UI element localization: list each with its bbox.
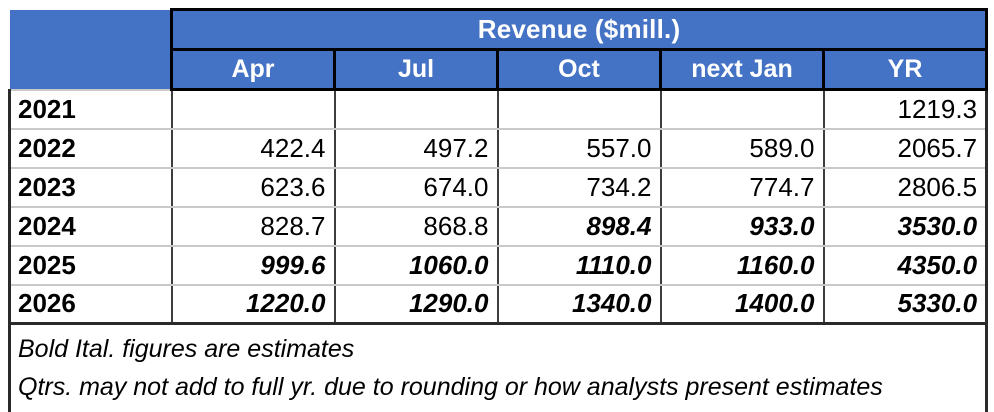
- value-cell: 589.0: [659, 127, 825, 169]
- col-header-oct: Oct: [496, 48, 662, 91]
- value-cell: [496, 88, 662, 130]
- col-header-yr: YR: [821, 48, 989, 91]
- table-title: Revenue ($mill.): [169, 8, 989, 51]
- value-cell: 674.0: [333, 166, 499, 208]
- table-row: 2021 1219.3: [8, 88, 989, 130]
- table-row: 2023 623.6 674.0 734.2 774.7 2806.5: [8, 166, 989, 208]
- value-cell-estimate: 999.6: [170, 244, 336, 286]
- column-header-row: Apr Jul Oct next Jan YR: [10, 48, 989, 91]
- table-body: 2021 1219.3 2022 422.4 497.2 557.0 589.0 2065.7…: [8, 88, 989, 325]
- year-cell: 2025: [8, 244, 173, 286]
- table-row: 2024 828.7 868.8 898.4 933.0 3530.0: [8, 205, 989, 247]
- col-header-jul: Jul: [333, 48, 499, 91]
- value-cell: 497.2: [333, 127, 499, 169]
- value-cell: 1219.3: [822, 88, 989, 130]
- value-cell: 734.2: [496, 166, 662, 208]
- corner-cell: [9, 9, 172, 90]
- value-cell-estimate: 1160.0: [659, 244, 825, 286]
- value-cell: 422.4: [170, 127, 336, 169]
- value-cell-estimate: 1340.0: [496, 283, 662, 325]
- footnote-rounding: Qtrs. may not add to full yr. due to rou…: [18, 373, 883, 401]
- footnote-estimates: Bold Ital. figures are estimates: [18, 335, 355, 363]
- year-cell: 2022: [8, 127, 173, 169]
- year-cell: 2024: [8, 205, 173, 247]
- value-cell-estimate: 933.0: [659, 205, 825, 247]
- footnotes-row: Bold Ital. figures are estimates Qtrs. m…: [7, 322, 989, 412]
- value-cell-estimate: 1110.0: [496, 244, 662, 286]
- table-row: 2022 422.4 497.2 557.0 589.0 2065.7: [8, 127, 989, 169]
- value-cell-estimate: 5330.0: [822, 283, 989, 325]
- revenue-table: Revenue ($mill.) Apr Jul Oct next Jan YR…: [7, 8, 989, 412]
- title-row: Revenue ($mill.): [9, 8, 989, 90]
- value-cell: [170, 88, 336, 130]
- value-cell-estimate: 1290.0: [333, 283, 499, 325]
- year-cell: 2021: [8, 88, 173, 130]
- year-cell: 2026: [8, 283, 173, 325]
- value-cell-estimate: 1060.0: [333, 244, 499, 286]
- value-cell: 2065.7: [822, 127, 989, 169]
- value-cell: 557.0: [496, 127, 662, 169]
- value-cell: 828.7: [170, 205, 336, 247]
- value-cell-estimate: 1400.0: [659, 283, 825, 325]
- table-row: 2025 999.6 1060.0 1110.0 1160.0 4350.0: [8, 244, 989, 286]
- col-header-next-jan: next Jan: [659, 48, 825, 91]
- value-cell: 623.6: [170, 166, 336, 208]
- footnotes-cell: Bold Ital. figures are estimates Qtrs. m…: [7, 322, 989, 412]
- value-cell-estimate: 4350.0: [822, 244, 989, 286]
- value-cell: [659, 88, 825, 130]
- value-cell: 2806.5: [822, 166, 989, 208]
- table-row: 2026 1220.0 1290.0 1340.0 1400.0 5330.0: [8, 283, 989, 325]
- year-cell: 2023: [8, 166, 173, 208]
- value-cell: [333, 88, 499, 130]
- value-cell-estimate: 3530.0: [822, 205, 989, 247]
- value-cell-estimate: 898.4: [496, 205, 662, 247]
- value-cell: 868.8: [333, 205, 499, 247]
- value-cell: 774.7: [659, 166, 825, 208]
- col-header-apr: Apr: [170, 48, 336, 91]
- value-cell-estimate: 1220.0: [170, 283, 336, 325]
